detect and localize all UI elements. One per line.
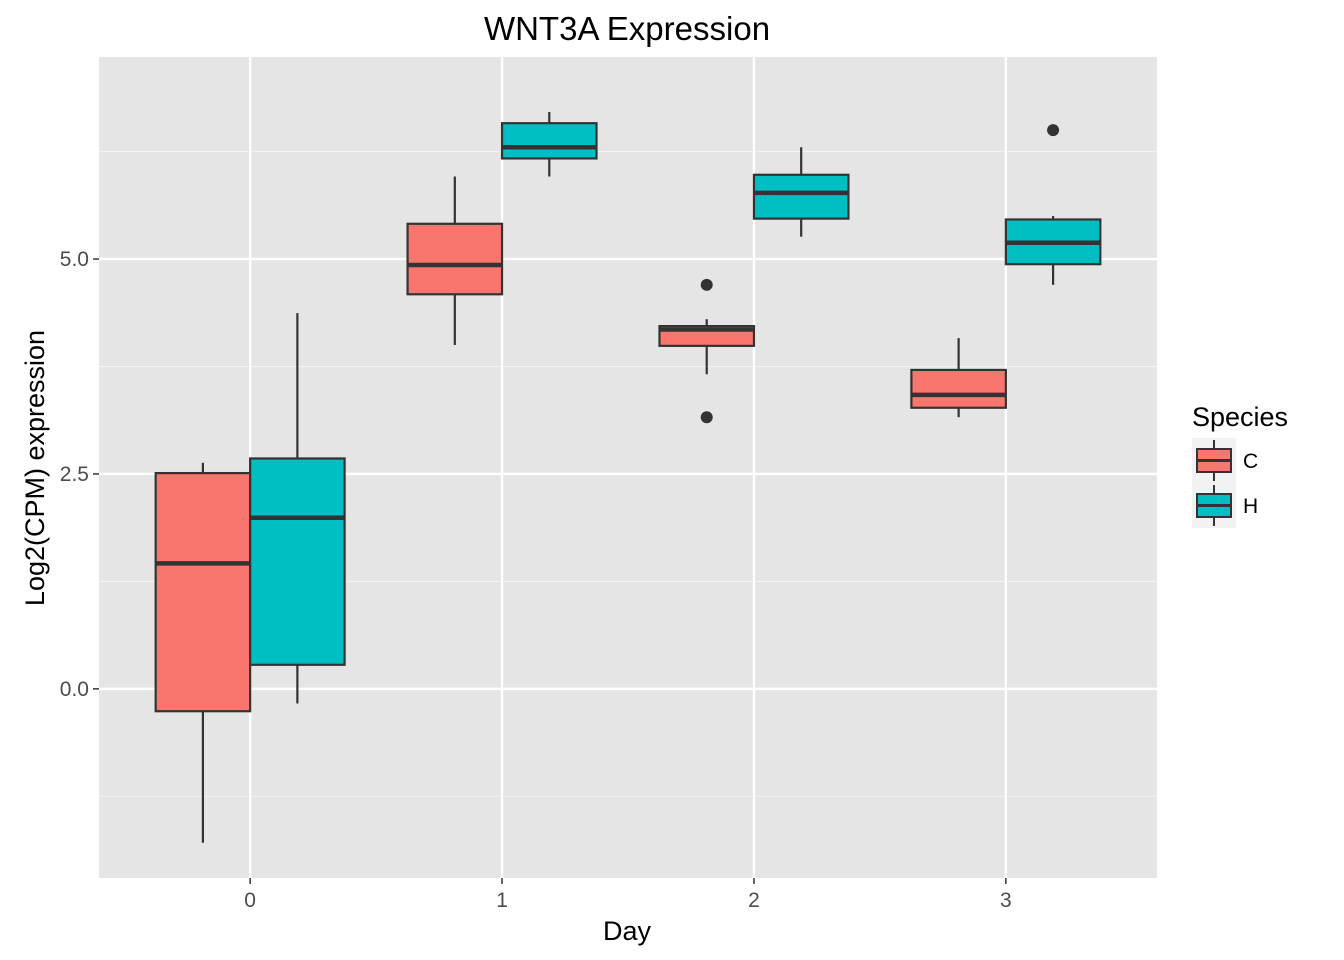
outlier-point [1047, 124, 1060, 137]
x-axis-title: Day [603, 916, 652, 946]
x-tick-label: 1 [496, 889, 508, 912]
x-tick-label: 0 [244, 889, 256, 912]
box-C-day-1 [406, 176, 504, 345]
y-axis-title: Log2(CPM) expression [20, 330, 50, 606]
legend-item-H: H [1192, 483, 1258, 528]
x-tick-label: 3 [1000, 889, 1012, 912]
box-H-day-2 [752, 147, 850, 237]
box-C-day-3 [910, 338, 1007, 418]
legend-item-C: C [1192, 438, 1258, 483]
box-C-day-2 [658, 278, 756, 424]
x-tick-label: 2 [748, 889, 760, 912]
box-H-day-3 [1004, 124, 1102, 285]
box-iqr [249, 457, 346, 666]
box-iqr [500, 122, 598, 160]
box-iqr [910, 368, 1007, 409]
y-tick-label: 5.0 [60, 248, 89, 271]
legend-label: H [1243, 495, 1258, 518]
outlier-point [700, 411, 713, 424]
y-tick-label: 0.0 [60, 678, 89, 701]
chart-title: WNT3A Expression [484, 10, 770, 47]
box-H-day-0 [249, 313, 346, 704]
box-iqr [752, 173, 850, 220]
legend-title: Species [1192, 402, 1288, 432]
outlier-point [700, 278, 713, 291]
box-H-day-1 [500, 112, 598, 177]
plot-panel: 0.0 2.5 5.0 0 1 2 3 [60, 57, 1157, 912]
box-C-day-0 [154, 462, 252, 843]
box-iqr [154, 471, 252, 713]
y-tick-label: 2.5 [60, 463, 89, 486]
legend-label: C [1243, 450, 1258, 473]
box-iqr [406, 222, 504, 296]
legend: Species CH [1192, 402, 1288, 528]
